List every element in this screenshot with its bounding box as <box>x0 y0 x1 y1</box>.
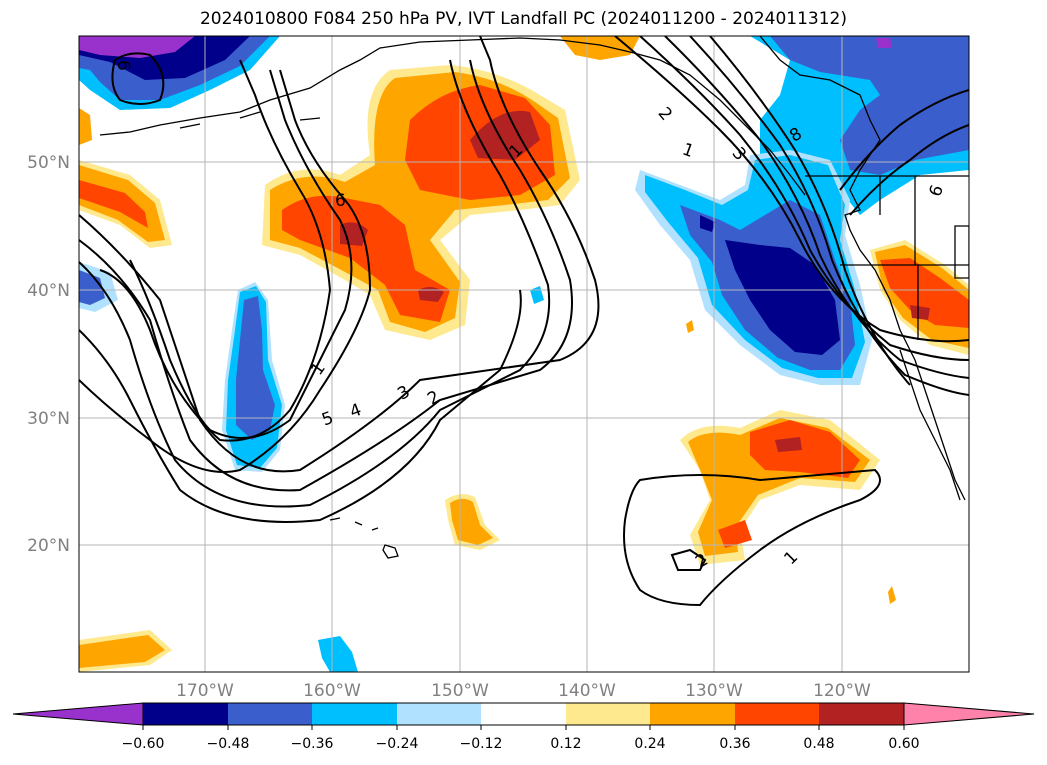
pv-contour-17 <box>670 548 707 571</box>
longitude-labels: 170°W 160°W 150°W 140°W 130°W 120°W <box>176 681 871 701</box>
pc-neg-nw-purple <box>79 36 195 58</box>
lon-label-170w: 170°W <box>176 681 234 701</box>
contour-label-14: 6 <box>113 60 133 71</box>
aleutians <box>179 111 321 129</box>
colorbar-bin-4 <box>397 703 481 725</box>
colorbar-tick-6: 0.12 <box>550 736 581 752</box>
pv-contours <box>79 36 969 607</box>
pv-contour-16 <box>623 468 881 607</box>
pv-contour-1 <box>79 36 600 473</box>
pc-blob-nw-small <box>79 108 92 145</box>
lat-label-20n: 20°N <box>27 536 70 556</box>
pv-contour-15 <box>849 124 969 216</box>
pc-blob-west-red <box>79 180 148 228</box>
colorbar-tick-7: 0.24 <box>634 736 665 752</box>
colorbar-frame <box>142 702 905 726</box>
colorbar-tick-1: −0.60 <box>122 736 165 752</box>
colorbar-tick-9: 0.48 <box>803 736 834 752</box>
colorbar-tick-5: −0.12 <box>460 736 503 752</box>
pc-neg-coast-navy <box>700 215 840 355</box>
colorbar-tick-4: −0.24 <box>376 736 419 752</box>
lon-label-160w: 160°W <box>303 681 361 701</box>
colorbar-tick-3: −0.36 <box>291 736 334 752</box>
colorbar-bin-8 <box>735 703 819 725</box>
pc-blob-hawaii-orange <box>450 498 493 545</box>
pc-neg-ne-purple <box>876 38 892 48</box>
contour-label-6: 6 <box>335 191 346 211</box>
colorbar-tick-2: −0.48 <box>207 736 250 752</box>
colorbar-tick-8: 0.36 <box>719 736 750 752</box>
map-panel: 1 2 3 4 5 6 1 2 3 6 1 2 1 6 8 <box>79 36 969 672</box>
pv-contour-4 <box>79 289 522 523</box>
state-lines <box>879 176 969 340</box>
colorbar-bin-6 <box>566 703 650 725</box>
colorbar-extend-low <box>12 702 144 726</box>
colorbar-bin-7 <box>650 703 735 725</box>
canada-coast <box>759 36 966 501</box>
pv-contour-11 <box>664 36 969 379</box>
pv-contour-9 <box>614 36 969 343</box>
pc-neg-west-blue <box>79 270 105 305</box>
colorbar: −0.60 −0.48 −0.36 −0.24 −0.12 0.12 0.24 … <box>12 702 1035 752</box>
colorbar-extend-high <box>903 702 1035 726</box>
pc-blob-calif-red <box>880 258 969 328</box>
pc-speck-2 <box>888 586 896 604</box>
us-border <box>805 175 969 266</box>
pc-blob-subtrop-red <box>718 420 860 548</box>
map-title: 2024010800 F084 250 hPa PV, IVT Landfall… <box>199 9 847 29</box>
negative-pc-shading <box>79 36 969 672</box>
pv-contour-3 <box>79 59 551 508</box>
colorbar-bin-1 <box>143 703 228 725</box>
pv-contour-12 <box>689 36 969 396</box>
pc-speck-1 <box>686 320 694 333</box>
pv-contour-7 <box>129 59 332 442</box>
colorbar-tick-marks <box>142 725 905 730</box>
colorbar-bin-2 <box>228 703 312 725</box>
colorbar-bin-9 <box>819 703 904 725</box>
pc-neg-ne-blue <box>770 36 969 175</box>
pc-blob-sw-orange <box>79 635 165 668</box>
baja <box>899 349 961 501</box>
colorbar-bin-5 <box>481 703 566 725</box>
pv-contour-8 <box>111 52 165 105</box>
lat-label-50n: 50°N <box>27 153 70 173</box>
pv-contour-2 <box>79 59 573 492</box>
pv-contour-13 <box>709 36 911 386</box>
coastlines <box>99 36 969 559</box>
pc-blob-subtrop-dark <box>775 437 802 452</box>
pc-neg-bottom <box>318 636 358 672</box>
graticule <box>79 36 969 672</box>
colorbar-tick-10: 0.60 <box>888 736 919 752</box>
pv-contour-6 <box>99 69 353 439</box>
pv-contour-10 <box>639 36 969 361</box>
colorbar-bin-3 <box>312 703 397 725</box>
map-frame <box>78 35 970 673</box>
lat-label-40n: 40°N <box>27 281 70 301</box>
alaska-coast <box>99 37 806 196</box>
pv-contour-5 <box>79 69 372 473</box>
lat-label-30n: 30°N <box>27 409 70 429</box>
lon-label-120w: 120°W <box>813 681 871 701</box>
lon-label-130w: 130°W <box>685 681 743 701</box>
pv-contour-14 <box>839 89 969 191</box>
latitude-labels: 50°N 40°N 30°N 20°N <box>27 153 70 556</box>
lon-label-140w: 140°W <box>558 681 616 701</box>
lon-label-150w: 150°W <box>431 681 489 701</box>
pc-neg-tongue-blue <box>236 296 275 440</box>
islands-hawaii <box>329 517 399 559</box>
pc-blob-calif-dark <box>910 305 930 320</box>
